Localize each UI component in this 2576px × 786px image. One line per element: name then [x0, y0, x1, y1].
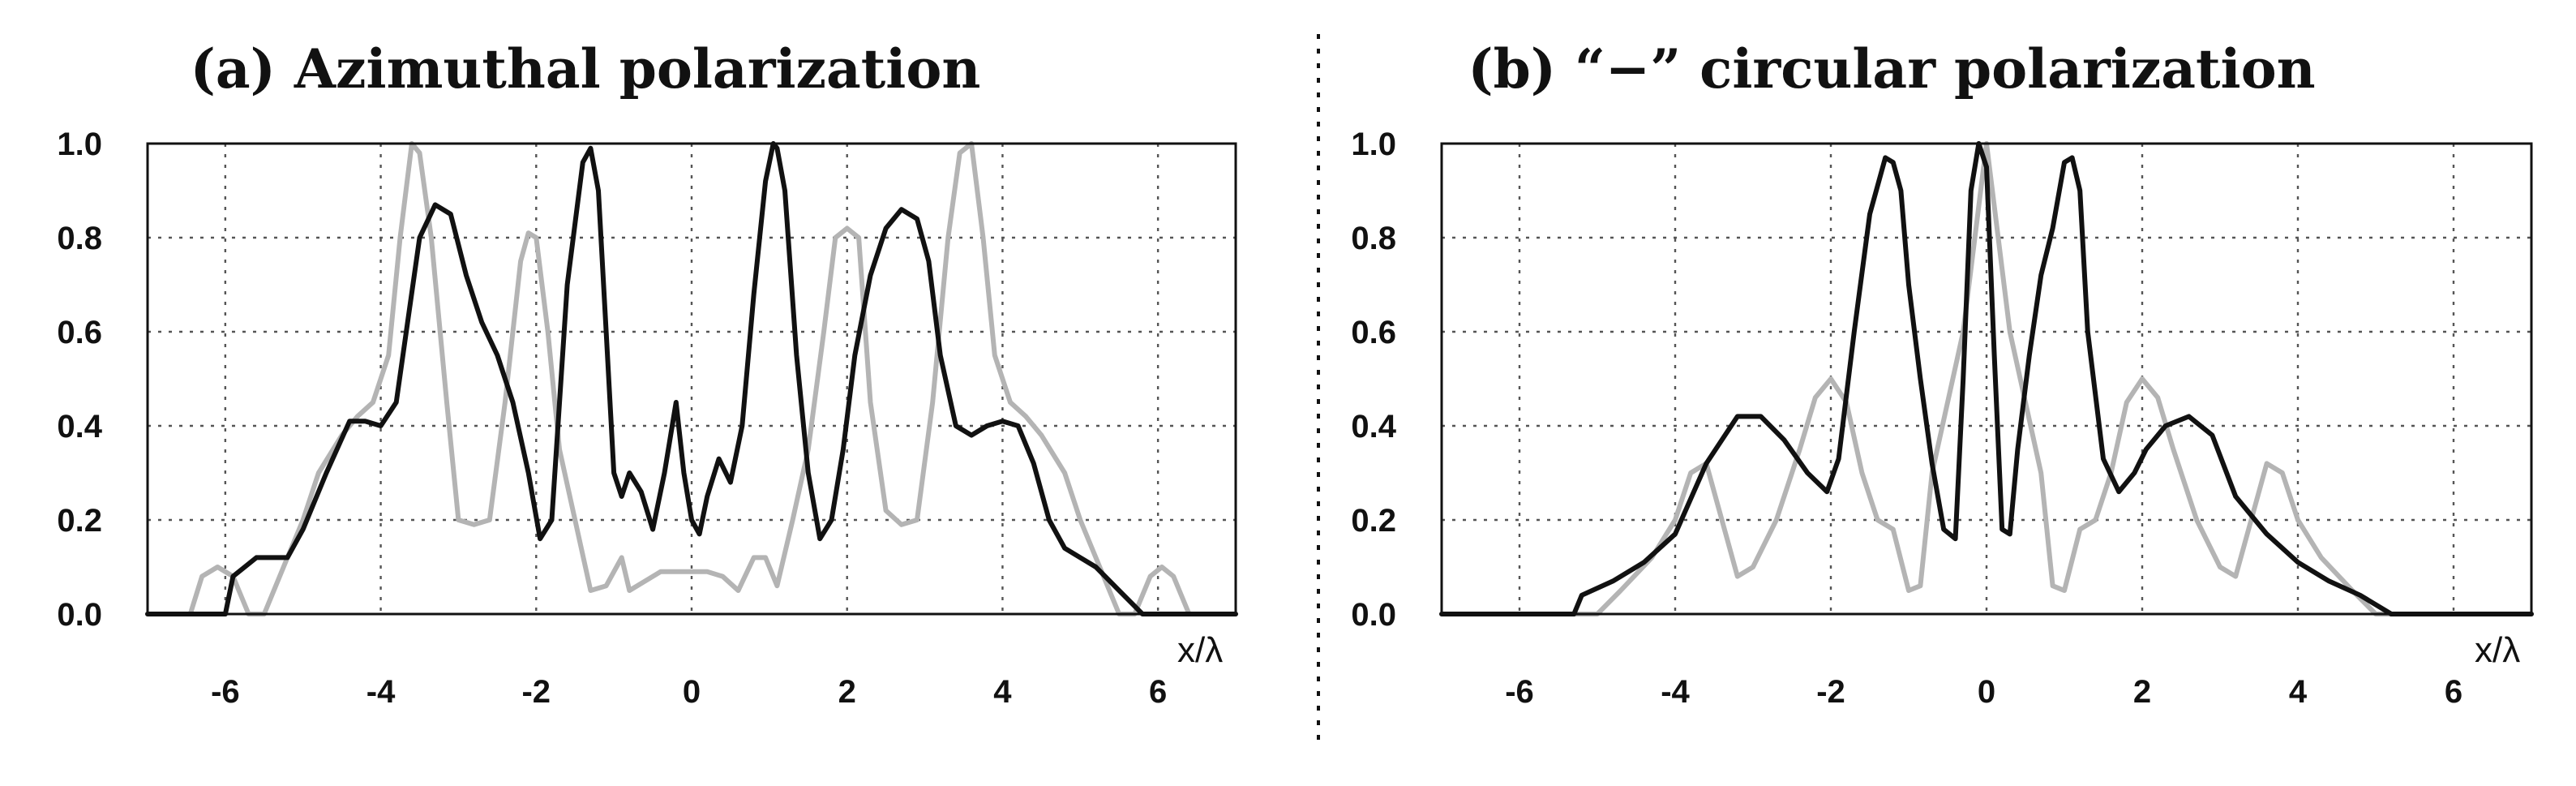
panel-a-azimuthal: (a) Azimuthal polarization 0.00.20.40.60… — [57, 37, 1238, 710]
panel-b-xtick-label: 0 — [1978, 674, 1995, 710]
panel-b-xtick-label: -4 — [1661, 674, 1690, 710]
panel-b-xtick-label: 6 — [2445, 674, 2462, 710]
panel-a-ytick-label: 0.2 — [57, 503, 102, 539]
panel-b-xtick-label: -6 — [1505, 674, 1534, 710]
panel-a-title: (a) Azimuthal polarization — [191, 37, 981, 101]
panel-a-xtick-label: -4 — [366, 674, 396, 710]
panel-a-x-axis-label: x/λ — [1177, 630, 1223, 670]
panel-b-x-axis-label: x/λ — [2475, 630, 2520, 670]
panel-a-plot-frame — [146, 142, 1237, 616]
panel-a-xtick-label: 0 — [683, 674, 701, 710]
panel-b-ytick-label: 0.6 — [1351, 315, 1396, 350]
panel-a-ytick-label: 1.0 — [57, 127, 102, 162]
panel-b-ytick-label: 0.8 — [1351, 221, 1396, 256]
panel-b-ytick-label: 1.0 — [1351, 127, 1396, 162]
panel-a-ytick-label: 0.8 — [57, 221, 102, 256]
panel-a-ytick-label: 0.6 — [57, 315, 102, 350]
panel-a-ytick-label: 0.4 — [57, 409, 102, 445]
panel-b-title: (b) “−” circular polarization — [1468, 37, 2315, 101]
panel-b-xtick-label: 4 — [2289, 674, 2308, 710]
panel-b-ytick-label: 0.0 — [1351, 597, 1396, 633]
panel-b-circular: (b) “−” circular polarization 0.00.20.40… — [1351, 37, 2534, 710]
panel-a-grid — [148, 142, 1236, 616]
panel-a-x-ticks: -6 -4 -2 0 2 4 6 — [211, 674, 1167, 710]
panel-a-series-black-line — [145, 141, 1238, 616]
panel-b-xtick-label: -2 — [1816, 674, 1845, 710]
panel-a-xtick-label: -2 — [521, 674, 551, 710]
panel-b-xtick-label: 2 — [2133, 674, 2151, 710]
panel-b-y-ticks: 0.0 0.2 0.4 0.6 0.8 1.0 — [1351, 127, 1396, 633]
panel-a-series — [145, 141, 1238, 616]
panel-a-xtick-label: 6 — [1149, 674, 1167, 710]
panel-a-xtick-label: 2 — [838, 674, 856, 710]
panel-a-series-gray-line — [145, 141, 1238, 616]
panel-a-xtick-label: -6 — [211, 674, 240, 710]
panel-a-ytick-label: 0.0 — [57, 597, 102, 633]
panel-a-y-ticks: 0.0 0.2 0.4 0.6 0.8 1.0 — [57, 127, 102, 633]
panel-b-ytick-label: 0.4 — [1351, 409, 1396, 445]
panel-b-plot-frame — [1440, 142, 2533, 616]
panel-a-xtick-label: 4 — [993, 674, 1012, 710]
panel-b-series-black-line — [1439, 141, 2534, 616]
panel-b-ytick-label: 0.2 — [1351, 503, 1396, 539]
panel-b-x-ticks: -6 -4 -2 0 2 4 6 — [1505, 674, 2462, 710]
